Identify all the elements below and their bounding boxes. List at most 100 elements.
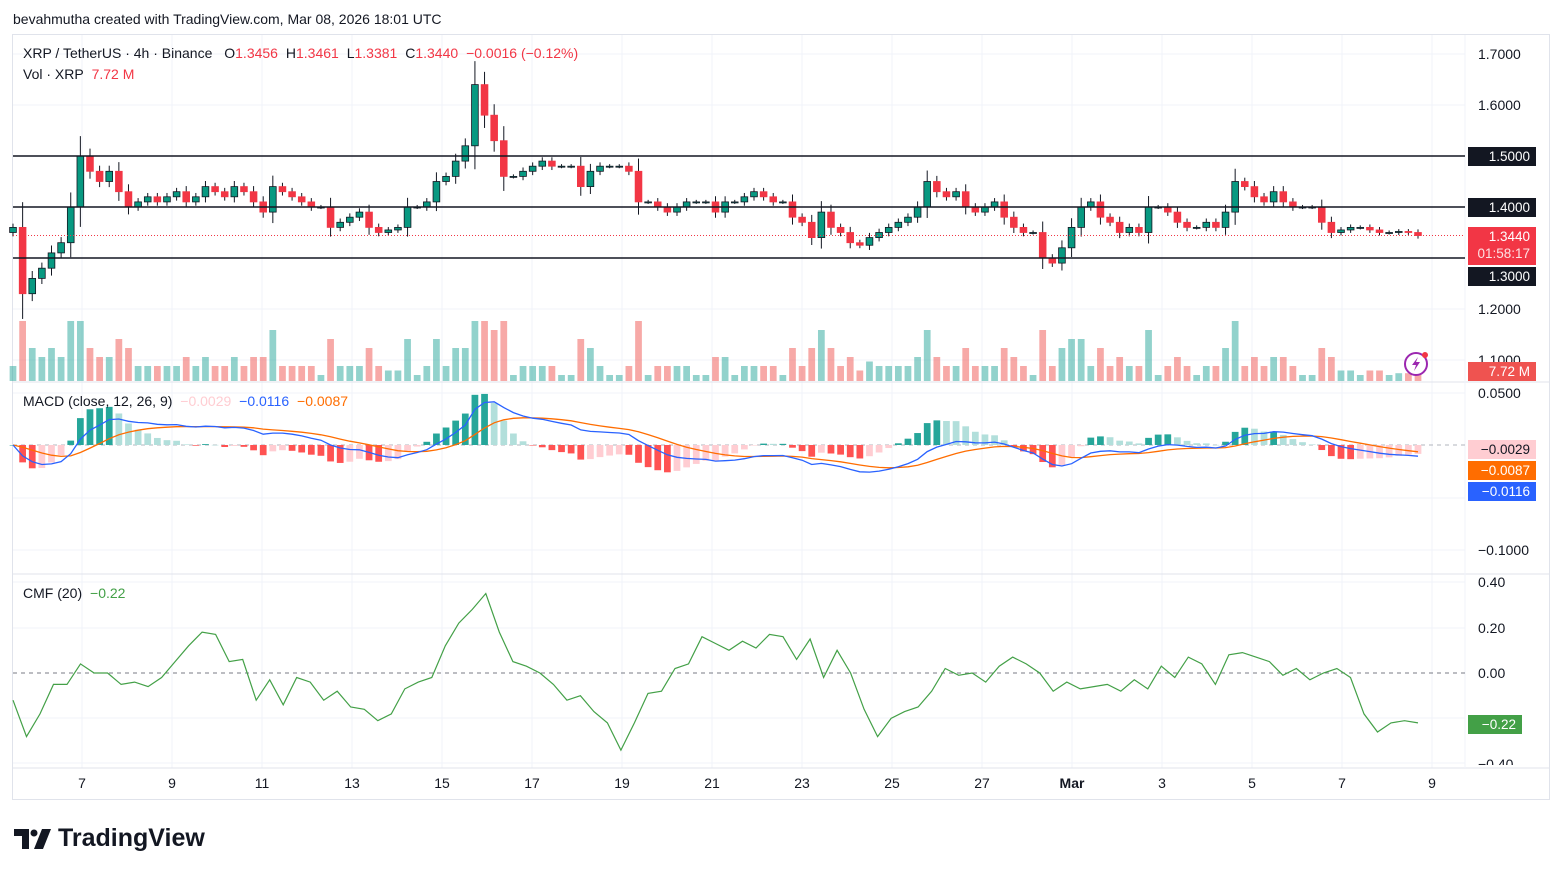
- price-axis-label: 1.2000: [1478, 301, 1521, 317]
- macd-histogram-bar: [991, 435, 998, 445]
- candle: [211, 186, 219, 193]
- candle: [18, 226, 27, 295]
- macd-histogram-bar: [384, 445, 392, 462]
- macd-histogram-bar: [952, 421, 960, 445]
- macd-histogram-bar: [866, 445, 873, 457]
- macd-histogram-bar: [510, 433, 517, 445]
- macd-title[interactable]: MACD (close, 12, 26, 9): [23, 393, 173, 409]
- volume-bar: [1058, 348, 1066, 381]
- volume-bar: [1106, 366, 1114, 381]
- candle: [249, 191, 258, 203]
- volume-legend: Vol · XRP 7.72 M: [23, 66, 138, 82]
- macd-histogram-bar: [548, 445, 556, 451]
- macd-histogram-bar: [894, 443, 902, 445]
- macd-legend: MACD (close, 12, 26, 9) −0.0029 −0.0116 …: [23, 393, 352, 409]
- macd-histogram-bar: [1106, 437, 1114, 445]
- cmf-axis-label: 0.40: [1478, 574, 1506, 590]
- macd-signal-line: [12, 417, 1419, 469]
- candle: [1260, 196, 1268, 203]
- candle: [201, 186, 210, 198]
- close-value: 1.3440: [415, 45, 459, 61]
- macd-histogram-bar: [76, 418, 84, 445]
- macd-histogram-bar: [1318, 445, 1326, 451]
- volume-bar: [67, 321, 75, 381]
- macd-axis-label: −0.1000: [1478, 542, 1529, 558]
- candle: [1125, 226, 1134, 233]
- candle: [1067, 226, 1076, 249]
- candle: [1212, 221, 1220, 228]
- volume-bar: [1299, 375, 1306, 381]
- candle: [952, 191, 960, 198]
- candle: [769, 196, 778, 203]
- macd-histogram-bar: [1183, 440, 1191, 445]
- time-tick-label: 7: [1338, 775, 1346, 791]
- volume-bar: [1000, 348, 1008, 381]
- volume-bar: [48, 348, 55, 381]
- candle: [38, 267, 46, 279]
- volume-bar: [846, 357, 854, 381]
- time-tick-label: 3: [1158, 775, 1166, 791]
- volume-bar: [769, 366, 777, 381]
- volume-bar: [240, 366, 248, 381]
- low-value: 1.3381: [354, 45, 398, 61]
- macd-histogram-bar: [1077, 445, 1085, 447]
- volume-bar: [105, 357, 113, 381]
- candle: [336, 221, 344, 228]
- last-price-tag: 1.3440 01:58:17: [1468, 227, 1536, 265]
- volume-bar: [163, 366, 171, 381]
- macd-histogram-bar: [28, 445, 36, 469]
- volume-bar: [96, 357, 103, 381]
- cmf-title[interactable]: CMF (20): [23, 585, 83, 601]
- macd-histogram-bar: [625, 445, 633, 455]
- volume-bar: [558, 375, 565, 381]
- macd-histogram-bar: [817, 445, 825, 453]
- volume-bar: [153, 366, 161, 381]
- macd-histogram-bar: [1058, 445, 1066, 466]
- tradingview-logo[interactable]: TradingView: [14, 824, 205, 853]
- candle: [740, 196, 749, 203]
- candle: [355, 211, 364, 218]
- volume-bar: [1039, 330, 1047, 381]
- symbol-label[interactable]: XRP / TetherUS · 4h · Binance: [23, 45, 213, 61]
- volume-bar: [481, 321, 488, 381]
- macd-histogram-bar: [1299, 442, 1306, 445]
- candle: [1019, 226, 1028, 233]
- volume-bar: [269, 330, 277, 381]
- candle: [480, 84, 489, 116]
- volume-bar: [635, 321, 642, 381]
- time-tick-label: 25: [884, 775, 900, 791]
- macd-histogram-bar: [789, 445, 796, 448]
- macd-histogram-bar: [1202, 443, 1210, 445]
- candle: [1375, 229, 1384, 233]
- lightning-alert-icon[interactable]: [1403, 350, 1429, 376]
- volume-bar: [86, 348, 94, 381]
- volume-bar: [423, 366, 431, 381]
- macd-histogram-bar: [1260, 431, 1268, 445]
- volume-bar: [1164, 366, 1172, 381]
- candle: [57, 242, 65, 254]
- volume-bar: [404, 339, 411, 381]
- candle: [1029, 232, 1037, 234]
- volume-bar: [259, 357, 267, 381]
- macd-histogram-bar: [1125, 441, 1133, 445]
- open-value: 1.3456: [235, 45, 278, 61]
- volume-bar: [9, 366, 17, 381]
- volume-bar: [837, 366, 844, 381]
- macd-histogram-bar: [587, 445, 594, 460]
- volume-bar: [1193, 375, 1201, 381]
- volume-bar: [510, 375, 517, 381]
- candle: [1106, 216, 1114, 223]
- macd-line: [12, 401, 1419, 473]
- candle: [105, 170, 114, 182]
- candle: [1010, 216, 1018, 228]
- candle: [807, 221, 816, 239]
- volume-bar: [981, 366, 989, 381]
- macd-histogram-bar: [182, 444, 190, 445]
- credit-text: bevahmutha created with TradingView.com,…: [13, 11, 442, 27]
- volume-bar: [644, 375, 652, 381]
- candle: [548, 160, 556, 167]
- macd-histogram-bar: [1000, 440, 1008, 445]
- candle: [605, 165, 614, 168]
- candle: [471, 84, 479, 147]
